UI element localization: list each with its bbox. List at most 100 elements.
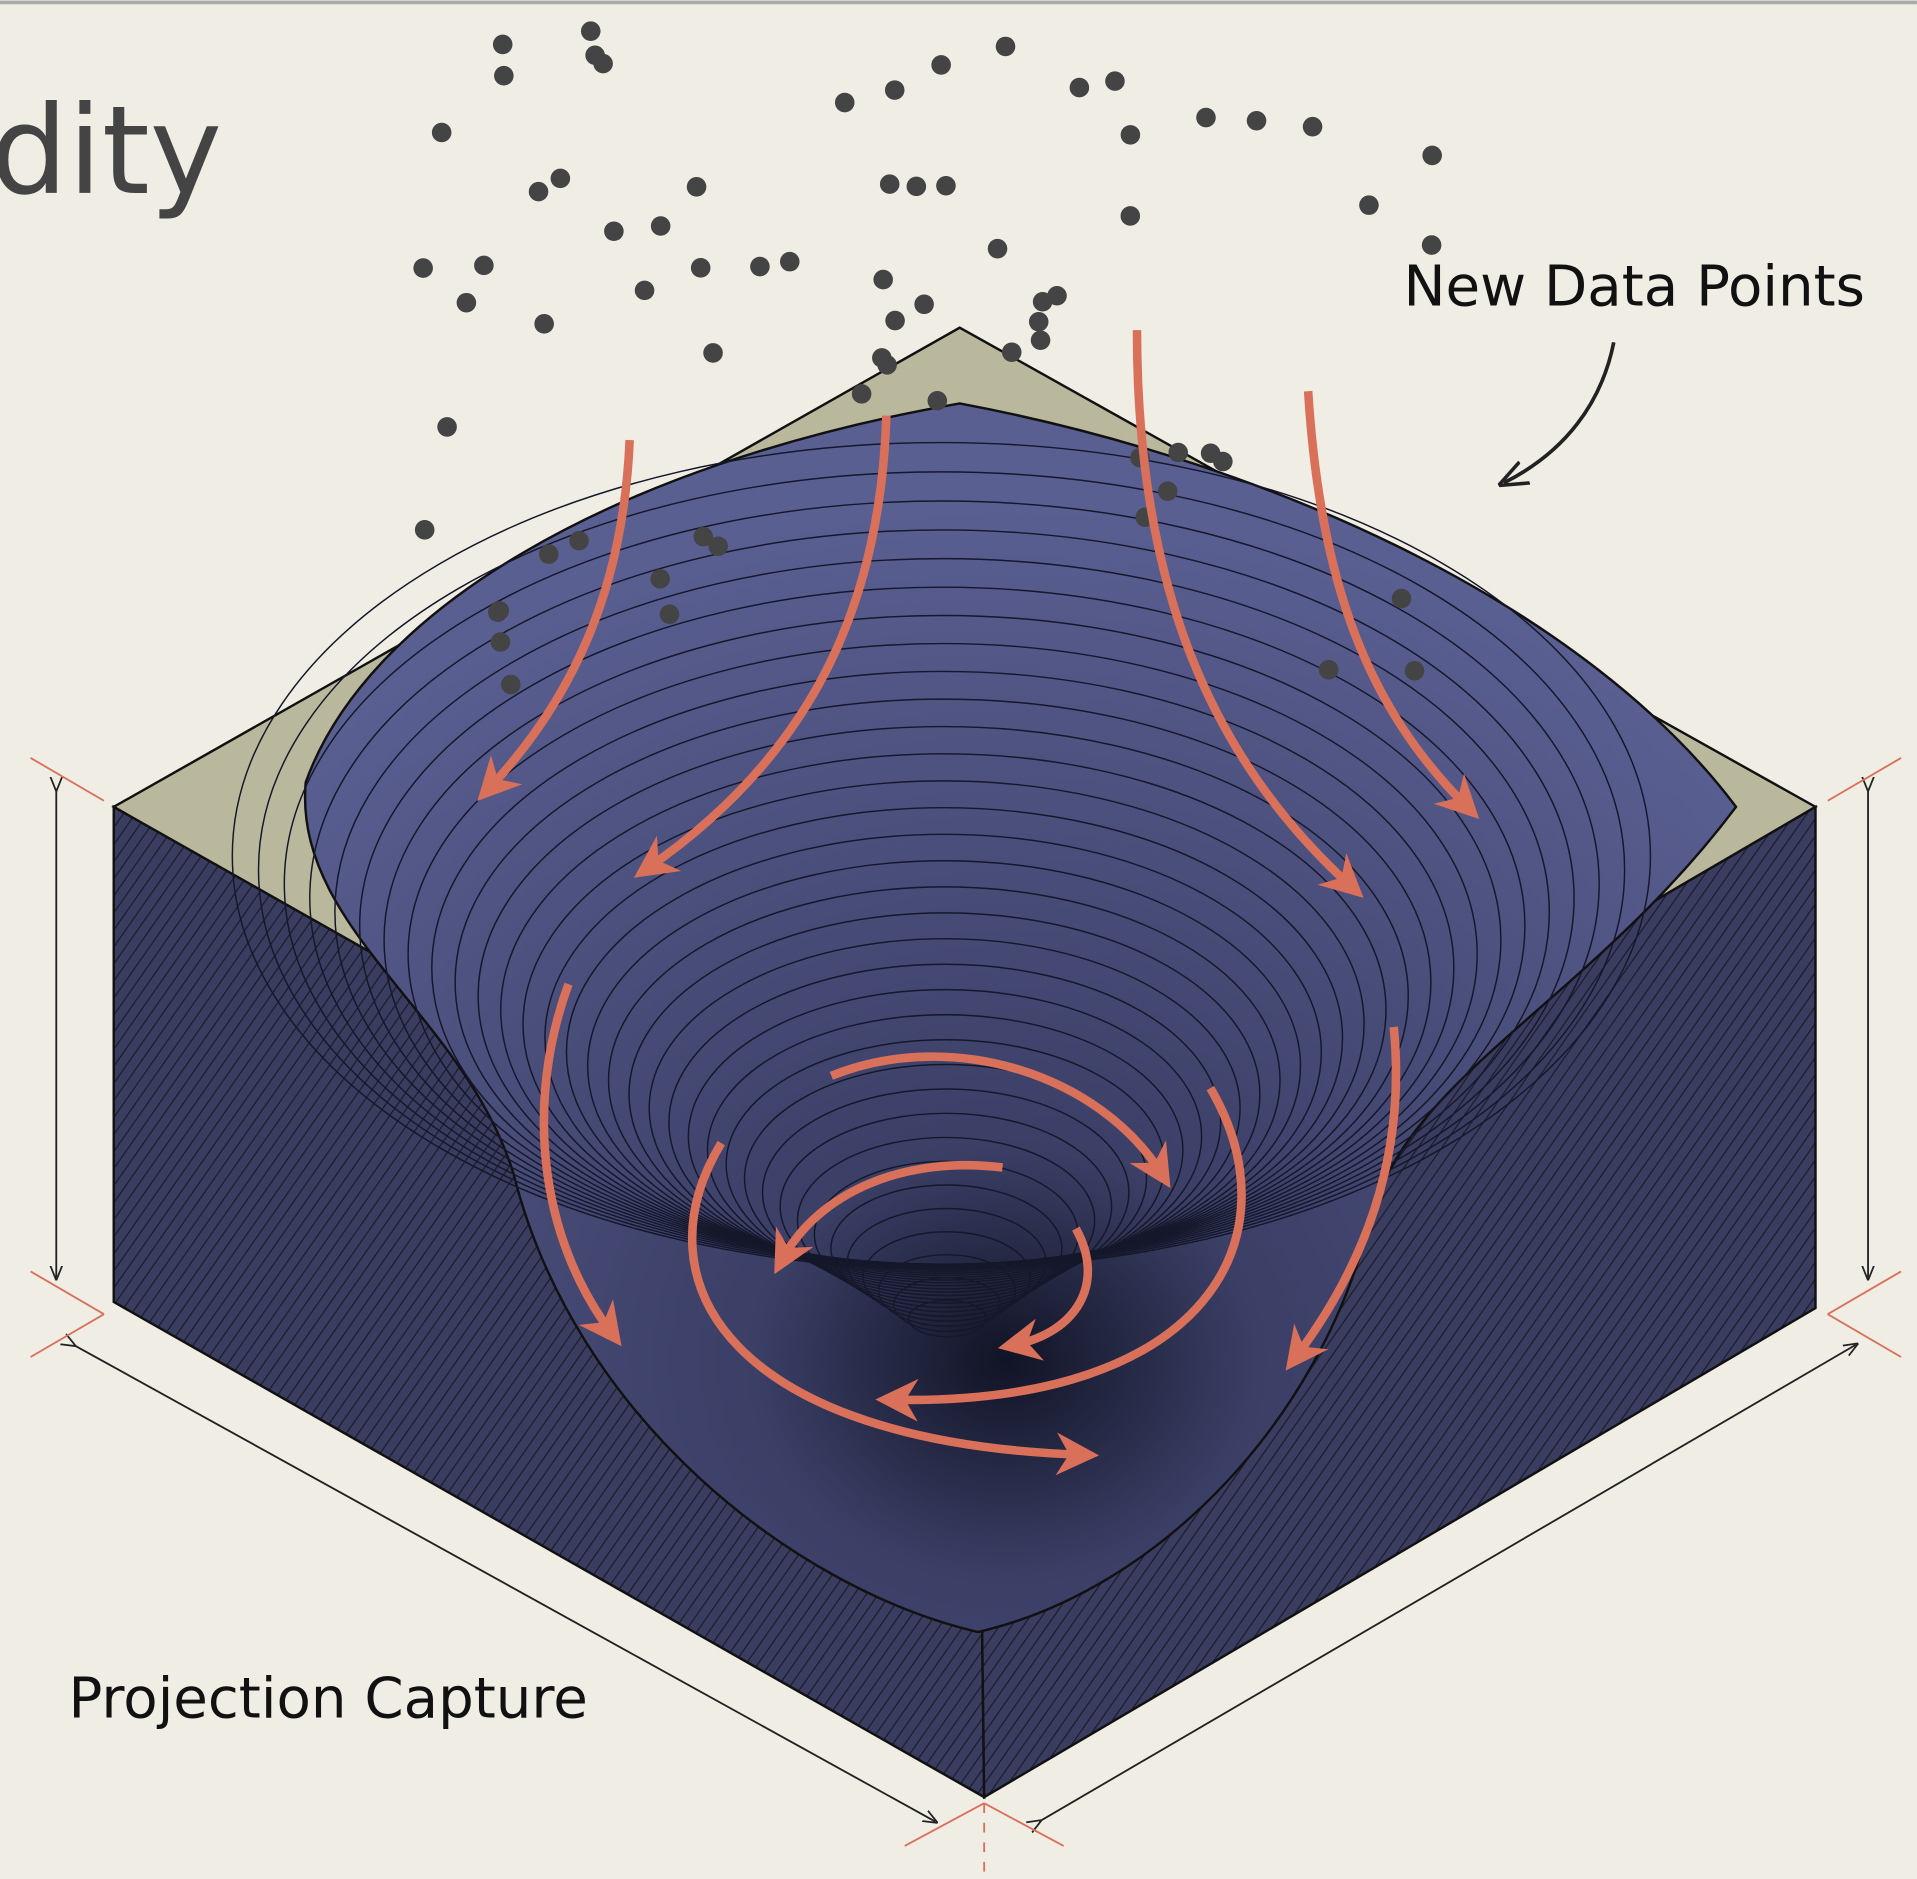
dot (936, 175, 956, 196)
dot (1047, 285, 1067, 306)
contour (628, 912, 1261, 1277)
contour (477, 725, 1409, 1267)
dot (1105, 71, 1125, 91)
arrow (1303, 390, 1480, 819)
dot (580, 21, 601, 41)
dot (708, 536, 729, 557)
dot (885, 310, 905, 331)
dot (873, 269, 893, 290)
contour (907, 1299, 987, 1338)
title: dity (0, 80, 222, 222)
label-new-data-points: New Data Points (1403, 255, 1864, 320)
dot (703, 343, 723, 363)
dot (995, 36, 1016, 57)
dot (413, 258, 433, 278)
dot (456, 292, 477, 313)
dot (1157, 481, 1178, 501)
dot (534, 314, 554, 334)
dot (585, 45, 605, 66)
label-projection-capture: Projection Capture (69, 1667, 588, 1732)
dot (487, 602, 508, 622)
contour (565, 833, 1323, 1271)
dot (914, 294, 934, 315)
contour (706, 1014, 1184, 1287)
arrow (633, 415, 891, 878)
contour (862, 1231, 1032, 1322)
contour (522, 780, 1365, 1268)
ticks (30, 757, 1902, 1879)
contour (687, 988, 1203, 1284)
dot (528, 181, 549, 202)
contour (846, 1207, 1047, 1318)
dot (501, 674, 521, 695)
width-arrow (73, 1345, 935, 1822)
dot (872, 348, 892, 368)
dot (879, 174, 900, 194)
dot (1421, 235, 1442, 255)
dot (1246, 110, 1267, 131)
funnel (303, 402, 1738, 1634)
dot (1359, 195, 1379, 215)
arrow (1132, 330, 1364, 898)
dot (1168, 442, 1189, 463)
contour (500, 753, 1387, 1267)
arrow (875, 1085, 1246, 1422)
contour (544, 806, 1344, 1270)
dot (884, 80, 905, 100)
callout-arrow (1504, 341, 1616, 483)
contour (668, 963, 1222, 1281)
dot (437, 417, 457, 437)
dot (550, 168, 571, 189)
dot (569, 530, 589, 551)
dot (1318, 660, 1339, 680)
contour (607, 886, 1281, 1275)
dot (1030, 330, 1051, 351)
dot (650, 569, 670, 589)
dot (927, 390, 948, 411)
dot (1302, 116, 1323, 137)
dot (1069, 77, 1090, 98)
dot (1422, 145, 1442, 166)
dot (931, 55, 951, 75)
dot (604, 221, 624, 242)
dot (1001, 342, 1022, 363)
dot (659, 604, 680, 625)
dot (1120, 206, 1141, 226)
arrow (477, 439, 634, 802)
dot (1120, 125, 1141, 145)
dot (834, 92, 855, 113)
dot (1028, 311, 1049, 332)
dot (492, 34, 513, 55)
dot (634, 280, 655, 301)
arrow (539, 982, 622, 1347)
dot (414, 520, 435, 540)
dot (474, 255, 494, 276)
dot (906, 176, 927, 197)
dot (1391, 588, 1412, 609)
dot (690, 258, 711, 278)
width-arrow (1039, 1345, 1856, 1822)
contour (761, 1088, 1130, 1297)
dot (431, 122, 452, 143)
dot (779, 251, 800, 272)
dot (650, 216, 671, 236)
arrow (1285, 1026, 1401, 1371)
contour (796, 1136, 1096, 1305)
dot (851, 384, 872, 404)
dot (693, 526, 714, 547)
dot (1404, 661, 1425, 681)
contour (893, 1276, 1002, 1333)
dot (490, 632, 511, 652)
dot (686, 177, 707, 197)
arrow (829, 1052, 1171, 1189)
contour-lines (231, 441, 1652, 1338)
contour (877, 1254, 1017, 1327)
dot (987, 238, 1008, 259)
contour (586, 859, 1302, 1273)
data-points (413, 21, 1442, 695)
dot (494, 65, 514, 86)
dot (1200, 443, 1221, 464)
arrow (997, 1226, 1093, 1361)
arrow (774, 1160, 1004, 1275)
